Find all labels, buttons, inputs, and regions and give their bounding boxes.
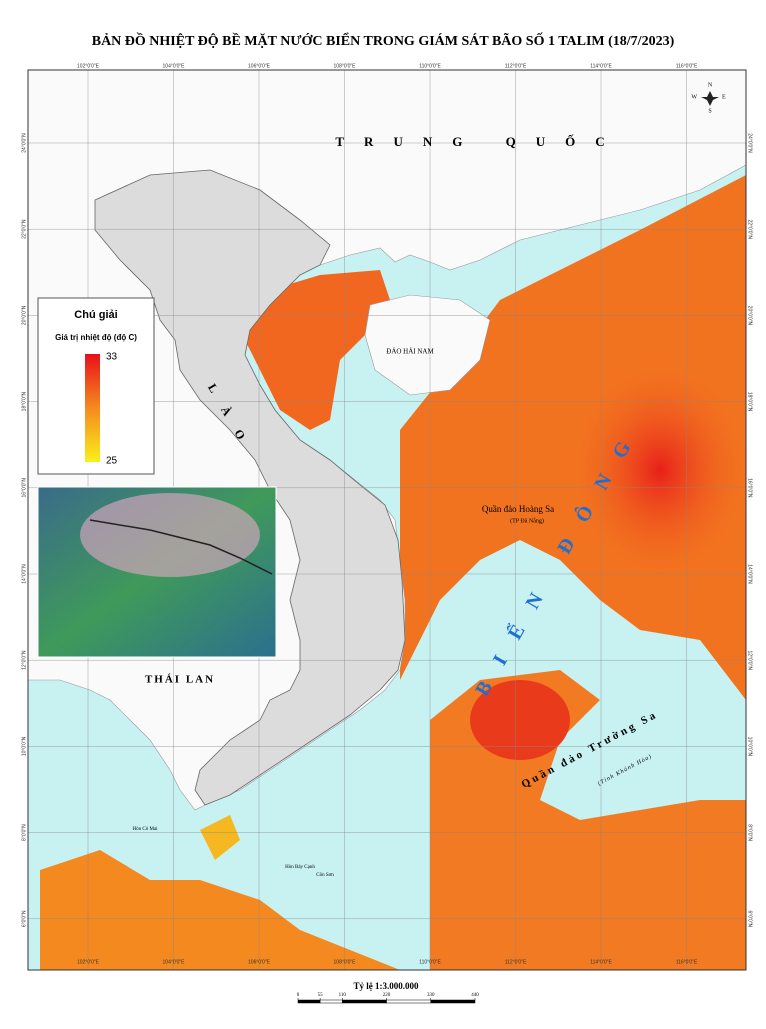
scale-tick-label: 220: [383, 993, 391, 998]
lon-label: 102°0'0"E: [77, 959, 100, 965]
legend-min: 25: [106, 456, 118, 467]
scale-segment: [386, 999, 431, 1004]
lat-label: 18°0'0"N: [21, 391, 27, 411]
legend-title: Chú giải: [74, 309, 117, 321]
lon-label: 114°0'0"E: [590, 63, 612, 69]
lat-label: 14°0'0"N: [747, 564, 753, 584]
sst-southwest: [40, 850, 400, 970]
lon-label: 110°0'0"E: [419, 63, 441, 69]
label-hainan: ĐẢO HẢI NAM: [386, 348, 434, 356]
lat-label: 14°0'0"N: [21, 564, 27, 584]
label-hoang-sa: Quần đảo Hoàng Sa: [482, 504, 554, 514]
compass: N S E W: [691, 82, 726, 114]
lon-label: 102°0'0"E: [77, 63, 100, 69]
lat-label: 12°0'0"N: [21, 650, 27, 670]
lat-label: 20°0'0"N: [21, 305, 27, 325]
lon-label: 108°0'0"E: [334, 959, 357, 965]
lat-label: 10°0'0"N: [747, 737, 753, 757]
lon-label: 116°0'0"E: [676, 63, 698, 69]
label-island: Côn Sơn: [316, 873, 334, 878]
compass-s: S: [708, 108, 711, 114]
hainan: [364, 294, 491, 396]
lon-label: 112°0'0"E: [505, 959, 527, 965]
vietnam: [94, 169, 406, 806]
lon-label: 116°0'0"E: [676, 959, 698, 965]
legend: Chú giải Giá trị nhiệt độ (độ C) 33 25: [37, 297, 155, 475]
map-frame: [27, 69, 747, 971]
lat-label: 8°0'0"N: [747, 824, 753, 841]
lat-label: 22°0'0"N: [747, 219, 753, 239]
scale-tick-label: 110: [339, 993, 347, 998]
lon-label: 104°0'0"E: [163, 63, 186, 69]
compass-e: E: [722, 94, 726, 100]
lat-label: 18°0'0"N: [747, 392, 753, 412]
lat-label: 6°0'0"N: [747, 910, 753, 927]
lat-label: 24°0'0"N: [21, 133, 27, 153]
compass-rose: [701, 91, 719, 106]
label-hoang-sa-sub: (TP Đà Nẵng): [510, 517, 544, 524]
sst-spot: [470, 680, 570, 760]
label-thailand: THÁI LAN: [145, 674, 215, 686]
scale-tick-label: 440: [471, 993, 479, 998]
label-china: TRUNG QUỐC: [335, 134, 624, 149]
lat-label: 22°0'0"N: [21, 219, 27, 239]
legend-subtitle: Giá trị nhiệt độ (độ C): [55, 333, 137, 342]
scale-bar: Tỷ lệ 1:3.000.000 0 55 110 220 330 440: [297, 981, 479, 1004]
scale-segment: [297, 999, 321, 1004]
scale-label: Tỷ lệ 1:3.000.000: [354, 981, 419, 991]
lon-label: 112°0'0"E: [505, 63, 527, 69]
scale-segment: [342, 999, 387, 1004]
scale-segment: [430, 999, 476, 1004]
scale-tick-label: 55: [318, 993, 324, 998]
scale-segment: [319, 999, 343, 1004]
compass-w: W: [691, 94, 697, 100]
lat-label: 16°0'0"N: [21, 478, 27, 498]
lon-label: 106°0'0"E: [248, 63, 271, 69]
label-island: Hòn Bảy Cạnh: [285, 865, 315, 870]
sst-patch: [200, 815, 240, 860]
lat-label: 16°0'0"N: [747, 478, 753, 498]
scale-tick-label: 330: [427, 993, 435, 998]
lat-label: 8°0'0"N: [21, 824, 27, 841]
lon-label: 108°0'0"E: [334, 63, 357, 69]
lat-label: 12°0'0"N: [747, 650, 753, 670]
lat-label: 10°0'0"N: [21, 736, 27, 756]
legend-max: 33: [106, 352, 118, 363]
sst-gulf: [245, 270, 390, 430]
scale-tick-label: 0: [297, 993, 300, 998]
compass-n: N: [708, 82, 713, 88]
label-island: Hòn Cỏ Mai: [133, 827, 159, 832]
lon-label: 106°0'0"E: [248, 959, 271, 965]
sst-hot: [570, 360, 746, 580]
map-body: [28, 70, 746, 970]
lat-label: 20°0'0"N: [747, 306, 753, 326]
lon-label: 114°0'0"E: [590, 959, 612, 965]
color-bar: [85, 354, 100, 462]
lat-label: 24°0'0"N: [747, 133, 753, 153]
map-title: BẢN ĐỒ NHIỆT ĐỘ BỀ MẶT NƯỚC BIỂN TRONG G…: [92, 31, 675, 49]
lon-label: 110°0'0"E: [419, 959, 441, 965]
lat-label: 6°0'0"N: [21, 910, 27, 927]
lon-label: 104°0'0"E: [163, 959, 186, 965]
storm-track: [89, 519, 273, 575]
